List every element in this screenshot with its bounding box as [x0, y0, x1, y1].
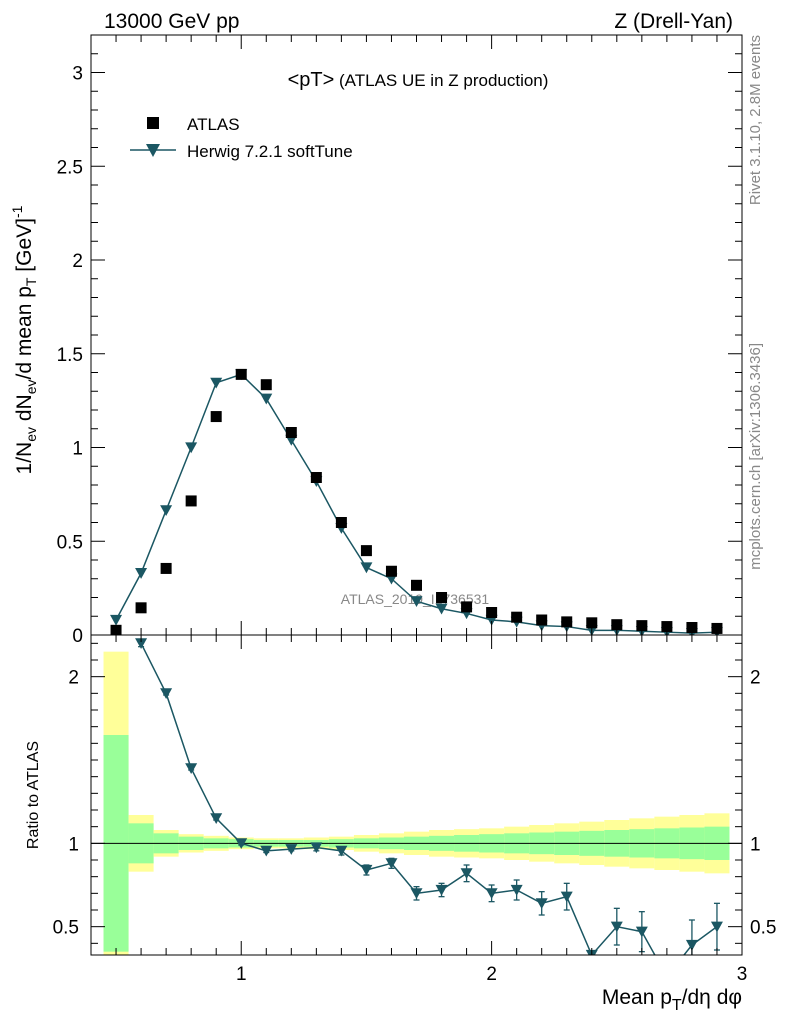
y-axis-title: 1/Nev dNev/d mean pT [GeV]-1 — [9, 205, 39, 474]
ratio-point — [310, 842, 323, 854]
ratio-data — [135, 638, 723, 983]
ratio-y-tick-label: 1 — [68, 834, 79, 855]
ratio-point — [610, 921, 623, 933]
atlas-point — [160, 562, 172, 574]
atlas-point — [210, 411, 222, 423]
mc-point — [410, 596, 423, 607]
ratio-point — [560, 891, 573, 903]
x-axis-title: Mean pT/dη dφ — [602, 986, 742, 1014]
ratio-panel: 1 2 3 0.5 0.5 1 1 2 2 Ratio to ATLAS — [25, 634, 776, 985]
plot-title-main: <pT> — [288, 69, 335, 91]
ratio-point — [260, 845, 273, 857]
mc-point — [435, 603, 448, 615]
top-y-tick-label: 2 — [72, 251, 83, 272]
ratio-y-tick-label: 0.5 — [53, 918, 79, 939]
legend-atlas-label: ATLAS — [187, 115, 240, 134]
top-ticks: 0 0.5 1 1.5 2 2.5 3 — [57, 34, 743, 647]
atlas-point — [260, 379, 272, 391]
plot-title-sub: (ATLAS UE in Z production) — [334, 71, 548, 90]
legend-mc-marker — [146, 144, 160, 157]
atlas-point — [235, 368, 247, 380]
ratio-point — [435, 884, 448, 896]
atlas-point — [310, 472, 322, 483]
ratio-y-tick-label-right: 1 — [750, 834, 761, 855]
ratio-bands — [103, 651, 730, 955]
atlas-point — [661, 621, 673, 633]
top-y-tick-label: 2.5 — [57, 157, 83, 178]
atlas-point — [636, 620, 648, 632]
ratio-point — [485, 888, 498, 900]
mc-point — [110, 614, 123, 626]
mc-point — [135, 568, 148, 579]
atlas-point — [135, 602, 147, 614]
ratio-ticks: 1 2 3 0.5 0.5 1 1 2 2 — [53, 635, 776, 985]
header-left: 13000 GeV pp — [104, 10, 239, 33]
ratio-line — [140, 642, 718, 955]
ratio-point — [460, 868, 473, 880]
atlas-point — [536, 614, 548, 626]
top-y-tick-label: 1.5 — [57, 345, 83, 366]
atlas-point — [185, 495, 197, 507]
atlas-point — [436, 592, 448, 603]
ratio-point — [535, 898, 548, 910]
atlas-point — [486, 607, 498, 618]
atlas-point — [461, 601, 473, 613]
top-data — [110, 368, 723, 635]
mcplots-label: mcplots.cern.ch [arXiv:1306.3436] — [747, 343, 764, 570]
legend-mc-label: Herwig 7.2.1 softTune — [187, 142, 353, 161]
atlas-point — [360, 545, 372, 557]
atlas-point — [586, 617, 598, 629]
atlas-point — [385, 565, 397, 577]
ratio-point — [385, 858, 398, 870]
atlas-point — [511, 611, 523, 623]
ratio-point — [210, 813, 223, 825]
ratio-point — [160, 688, 173, 700]
mc-point — [160, 505, 173, 517]
ratio-point — [185, 763, 198, 775]
ratio-axis-title: Ratio to ATLAS — [25, 741, 42, 849]
atlas-point — [686, 622, 698, 633]
ratio-point — [360, 864, 373, 876]
legend: ATLAS Herwig 7.2.1 softTune — [130, 115, 353, 161]
ratio-point — [710, 921, 723, 933]
ratio-point — [510, 884, 523, 896]
x-tick-label: 2 — [486, 964, 497, 985]
mc-point — [360, 562, 373, 574]
ratio-point — [235, 838, 248, 850]
ratio-point — [285, 844, 298, 855]
legend-atlas-marker — [147, 117, 159, 129]
plot-title: <pT> (ATLAS UE in Z production) — [288, 69, 549, 91]
mc-point — [210, 377, 223, 389]
ratio-point — [685, 939, 698, 951]
ratio-point — [635, 926, 648, 938]
x-tick-label: 3 — [737, 964, 748, 985]
top-y-tick-label: 1 — [72, 439, 83, 460]
main-panel: ATLAS_2019_I1736531 00.511.522.53 <pT> (… — [9, 34, 743, 647]
ratio-point — [135, 638, 148, 650]
atlas-point — [611, 619, 623, 631]
top-y-tick-label: 0 — [72, 626, 83, 647]
ratio-y-tick-label: 2 — [68, 668, 79, 689]
mc-point — [260, 393, 273, 405]
rivet-label: Rivet 3.1.10, 2.8M events — [747, 35, 764, 205]
header-right: Z (Drell-Yan) — [614, 10, 733, 33]
x-tick-label: 1 — [236, 964, 247, 985]
atlas-point — [285, 427, 297, 438]
atlas-point — [561, 616, 573, 628]
ratio-point — [661, 972, 673, 983]
atlas-point — [335, 517, 347, 528]
ratio-frame — [90, 634, 743, 956]
ratio-point — [335, 845, 348, 857]
ratio-y-tick-label-right: 2 — [750, 668, 761, 689]
atlas-point — [411, 579, 422, 591]
ratio-y-tick-label-right: 0.5 — [750, 918, 776, 939]
ratio-point — [410, 888, 423, 900]
mc-point — [185, 442, 198, 454]
top-y-tick-label: 0.5 — [57, 532, 83, 553]
top-y-tick-label: 3 — [72, 64, 83, 85]
